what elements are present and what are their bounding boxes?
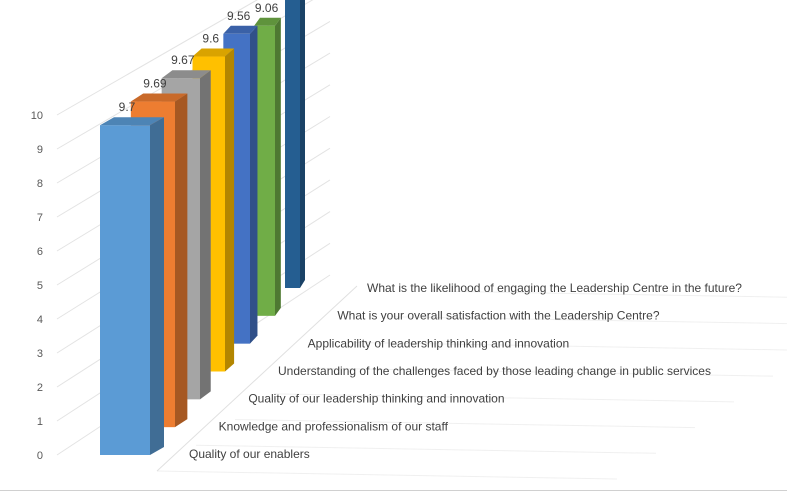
floor-gridline: [429, 290, 787, 298]
bar-top: [130, 93, 188, 102]
bar-side: [175, 93, 188, 428]
y-axis-ticks: 0 1 2 3 4 5 6 7 8 9 10: [31, 110, 43, 462]
y-tick-label: 8: [37, 178, 43, 190]
floor-gridline: [312, 367, 774, 377]
bar-side: [200, 70, 211, 400]
data-label: 9.6: [202, 32, 219, 46]
bar-front: [254, 25, 275, 316]
y-tick-label: 2: [37, 382, 43, 394]
floor-gridline: [195, 444, 657, 454]
bar: [254, 17, 281, 316]
floor-gridline: [156, 470, 618, 480]
bar-front: [285, 0, 300, 288]
bar-top: [254, 17, 281, 26]
category-label: Quality of our enablers: [189, 447, 310, 461]
bar-top: [161, 70, 211, 79]
data-label: 9.67: [171, 53, 195, 67]
category-label: What is the likelihood of engaging the L…: [367, 281, 742, 295]
category-label: Quality of our leadership thinking and i…: [248, 392, 504, 406]
bar-side: [275, 17, 281, 316]
y-tick-label: 1: [37, 416, 43, 428]
data-labels: 9.379.069.569.69.679.699.7: [119, 1, 279, 114]
y-tick-label: 6: [37, 246, 43, 258]
floor-gridline: [273, 393, 735, 403]
data-label: 9.7: [119, 100, 136, 114]
data-label: 9.69: [143, 77, 167, 91]
category-labels: Quality of our enablers Knowledge and pro…: [189, 281, 742, 461]
bar-top: [223, 25, 258, 34]
data-label: 9.56: [227, 9, 251, 23]
bar-side: [250, 25, 258, 344]
bar-side: [300, 0, 305, 288]
bar: [100, 117, 164, 455]
bar-top: [192, 48, 235, 57]
bottom-divider: [0, 490, 787, 491]
category-label: What is your overall satisfaction with t…: [337, 309, 659, 323]
bar-front: [100, 125, 150, 455]
y-tick-label: 5: [37, 280, 43, 292]
floor-edge: [156, 285, 358, 472]
y-tick-label: 0: [37, 450, 43, 462]
bar-top: [100, 117, 164, 126]
gridline: [56, 0, 258, 116]
category-label: Knowledge and professionalism of our sta…: [219, 419, 449, 433]
data-label: 9.06: [255, 1, 279, 15]
y-tick-label: 9: [37, 144, 43, 156]
bar-side: [225, 48, 235, 372]
category-label: Understanding of the challenges faced by…: [278, 364, 711, 378]
floor-gridline: [234, 419, 696, 429]
y-tick-label: 4: [37, 314, 43, 326]
bars: [100, 0, 305, 455]
category-label: Applicability of leadership thinking and…: [308, 336, 570, 350]
y-tick-label: 7: [37, 212, 43, 224]
y-tick-label: 10: [31, 110, 43, 122]
bar: [285, 0, 305, 288]
bar-side: [150, 117, 164, 455]
y-tick-label: 3: [37, 348, 43, 360]
floor-gridline: [351, 341, 787, 351]
floor-gridline: [390, 316, 787, 325]
